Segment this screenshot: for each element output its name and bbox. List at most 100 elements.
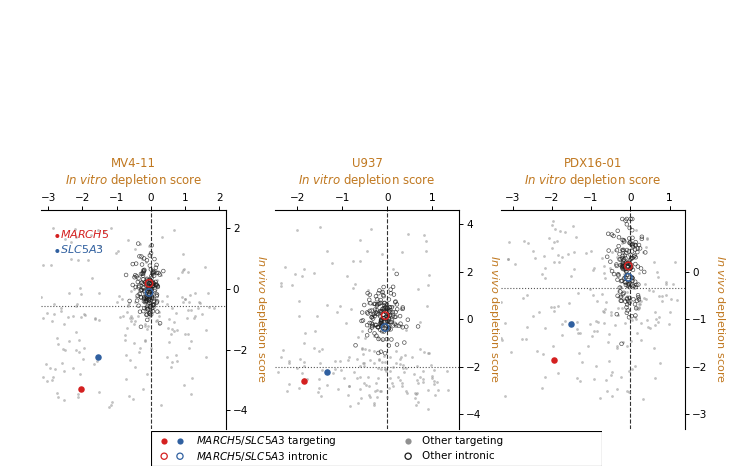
Point bbox=[343, 383, 355, 390]
Point bbox=[626, 274, 639, 282]
Point bbox=[385, 289, 397, 297]
Point bbox=[379, 350, 391, 357]
Point bbox=[620, 249, 633, 257]
Point bbox=[647, 287, 659, 295]
Point bbox=[388, 363, 400, 370]
Point bbox=[635, 319, 647, 326]
Point bbox=[321, 247, 333, 254]
Point bbox=[148, 268, 160, 276]
Point bbox=[372, 364, 384, 372]
Point bbox=[620, 343, 633, 350]
Point bbox=[139, 303, 151, 310]
Point bbox=[133, 283, 145, 291]
Point bbox=[148, 288, 160, 295]
Point bbox=[414, 345, 426, 353]
Point bbox=[391, 270, 403, 278]
Point bbox=[633, 304, 645, 311]
Point bbox=[84, 232, 96, 239]
Point bbox=[147, 301, 159, 308]
Point bbox=[620, 215, 633, 223]
Point bbox=[184, 306, 197, 313]
Point bbox=[620, 279, 632, 286]
Point bbox=[663, 320, 675, 328]
Point bbox=[382, 305, 394, 312]
Point bbox=[155, 272, 167, 279]
Point bbox=[620, 304, 633, 311]
Point bbox=[58, 396, 70, 404]
Point bbox=[187, 314, 200, 322]
Point bbox=[379, 324, 391, 331]
Point bbox=[377, 291, 389, 299]
Point bbox=[140, 293, 152, 301]
Point bbox=[364, 300, 376, 307]
Point bbox=[622, 263, 634, 271]
Point bbox=[153, 312, 165, 320]
Point bbox=[143, 290, 155, 298]
Point bbox=[369, 300, 381, 308]
Point bbox=[44, 364, 56, 371]
Point bbox=[371, 301, 383, 308]
Point bbox=[611, 310, 623, 318]
Point bbox=[584, 285, 596, 292]
Point bbox=[621, 387, 633, 395]
Point bbox=[638, 295, 650, 302]
Point bbox=[651, 315, 663, 322]
Point bbox=[143, 290, 155, 298]
Point bbox=[184, 337, 197, 344]
Point bbox=[379, 318, 391, 326]
Point bbox=[630, 239, 642, 246]
Point bbox=[120, 375, 132, 383]
Point bbox=[611, 292, 623, 300]
Point bbox=[383, 342, 395, 350]
Point bbox=[67, 313, 79, 320]
Point bbox=[395, 353, 407, 361]
Point bbox=[496, 336, 508, 343]
Point bbox=[142, 296, 154, 303]
Point bbox=[633, 303, 645, 311]
Point bbox=[372, 323, 384, 331]
Point bbox=[137, 276, 149, 283]
Point bbox=[176, 268, 188, 275]
Point bbox=[380, 304, 392, 312]
Point bbox=[396, 379, 408, 387]
Point bbox=[603, 357, 615, 365]
Point bbox=[664, 308, 676, 315]
Point bbox=[291, 226, 303, 233]
Point bbox=[133, 240, 145, 247]
Point bbox=[383, 314, 395, 322]
Point bbox=[380, 324, 392, 331]
Point bbox=[170, 352, 182, 359]
Point bbox=[130, 272, 142, 279]
Point bbox=[612, 272, 624, 279]
Point bbox=[425, 373, 437, 380]
Point bbox=[139, 294, 151, 302]
Point bbox=[618, 238, 630, 245]
Point bbox=[538, 253, 550, 260]
Point bbox=[179, 295, 191, 303]
Point bbox=[611, 253, 623, 260]
Point bbox=[615, 293, 627, 301]
Point bbox=[354, 363, 366, 370]
Point bbox=[294, 312, 306, 319]
Point bbox=[170, 357, 182, 365]
Point bbox=[140, 297, 152, 305]
Point bbox=[148, 297, 160, 305]
Point bbox=[591, 297, 603, 304]
Point bbox=[157, 267, 169, 275]
Text: $\it{MARCH5/SLC5A3}$ intronic: $\it{MARCH5/SLC5A3}$ intronic bbox=[196, 450, 328, 463]
Point bbox=[148, 272, 160, 280]
Point bbox=[142, 370, 154, 377]
Point bbox=[617, 265, 629, 273]
Point bbox=[374, 313, 386, 320]
Point bbox=[401, 323, 413, 330]
Point bbox=[563, 300, 575, 307]
Point bbox=[604, 258, 616, 266]
Point bbox=[380, 322, 392, 330]
Point bbox=[358, 301, 370, 308]
Point bbox=[547, 238, 559, 246]
Point bbox=[378, 315, 390, 322]
Point bbox=[627, 266, 639, 274]
Point bbox=[423, 271, 435, 278]
Point bbox=[119, 336, 131, 344]
Point bbox=[103, 404, 115, 411]
